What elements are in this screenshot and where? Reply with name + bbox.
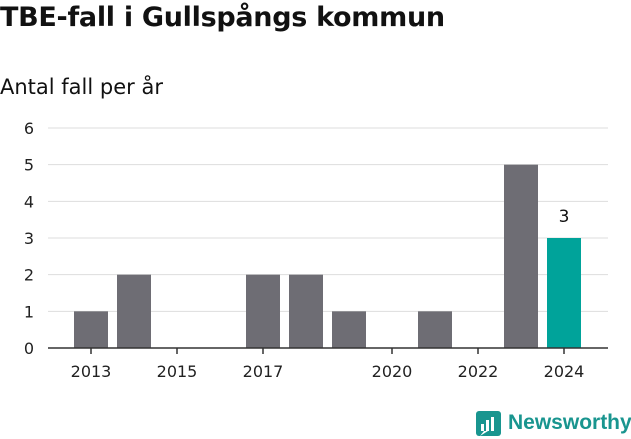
bar-2024	[547, 238, 581, 348]
newsworthy-brand[interactable]: Newsworthy	[476, 407, 631, 439]
bar-chart-logo-icon	[476, 410, 501, 436]
x-tick-label: 2024	[544, 362, 585, 381]
y-tick-label: 4	[24, 192, 34, 211]
bar-2018	[289, 274, 323, 348]
x-tick-label: 2022	[458, 362, 499, 381]
brand-name: Newsworthy	[508, 411, 631, 434]
x-tick-label: 2015	[157, 362, 198, 381]
y-tick-label: 3	[24, 229, 34, 248]
bar-2019	[332, 311, 366, 348]
y-tick-label: 2	[24, 266, 34, 285]
x-tick-label: 2020	[372, 362, 413, 381]
data-label-2024: 3	[559, 207, 570, 227]
bar-2021	[418, 311, 452, 348]
x-tick-label: 2013	[71, 362, 112, 381]
chart-subtitle: Antal fall per år	[0, 75, 163, 99]
bar-2013	[74, 311, 108, 348]
y-tick-label: 6	[24, 119, 34, 138]
bar-2017	[246, 274, 280, 348]
bar-2023	[504, 164, 538, 348]
bar-2014	[117, 274, 151, 348]
chart-title: TBE-fall i Gullspångs kommun	[0, 2, 445, 33]
y-tick-label: 5	[24, 156, 34, 175]
x-tick-label: 2017	[243, 362, 284, 381]
y-tick-label: 1	[24, 302, 34, 321]
y-tick-label: 0	[24, 339, 34, 358]
